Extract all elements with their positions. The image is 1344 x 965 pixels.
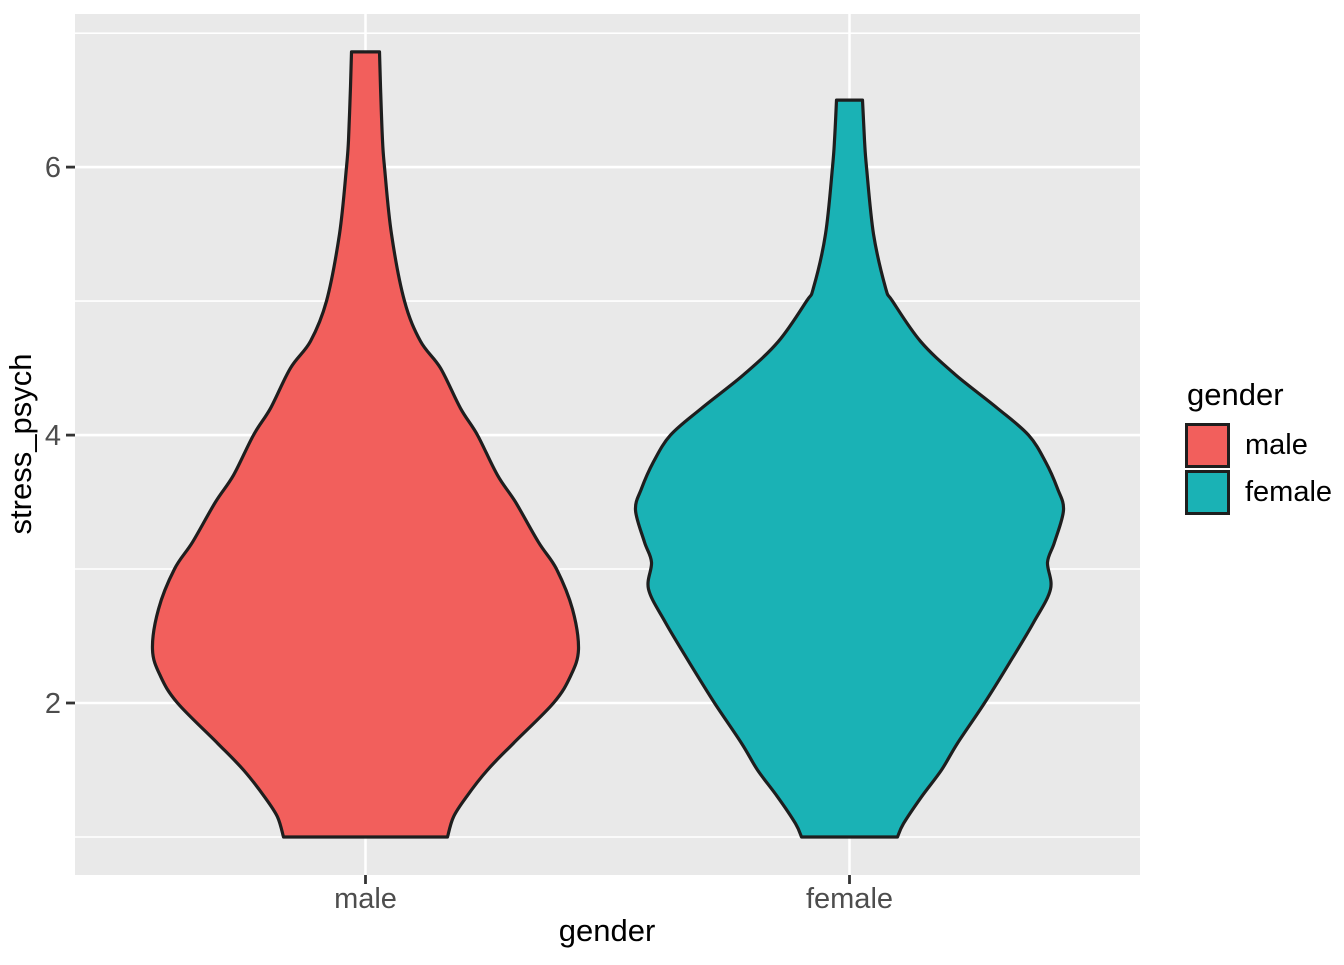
x-axis-title: gender [559,913,656,948]
y-tick-label: 2 [45,688,61,720]
y-tick-label: 4 [45,420,61,452]
legend-entry-female: female [1185,470,1332,515]
violin-male [150,50,581,839]
legend: gender male female [1185,379,1332,517]
legend-entry-male: male [1185,423,1332,468]
legend-swatch-female [1185,470,1230,515]
violin-shapes [150,50,1066,839]
y-axis-title: stress_psych [3,354,38,535]
legend-title: gender [1187,377,1284,412]
legend-entry-label: male [1245,429,1308,461]
x-tick-label: female [806,883,893,915]
legend-entry-label: female [1245,476,1333,508]
axis-tick-marks [66,165,851,884]
x-axis-tick-labels: male female [334,883,893,915]
legend-entries: male female [1185,423,1332,515]
legend-swatch-male [1185,423,1230,468]
y-axis-tick-labels: 2 4 6 [45,152,61,720]
x-tick-label: male [334,883,397,915]
y-tick-label: 6 [45,152,61,184]
violin-female [633,98,1066,839]
